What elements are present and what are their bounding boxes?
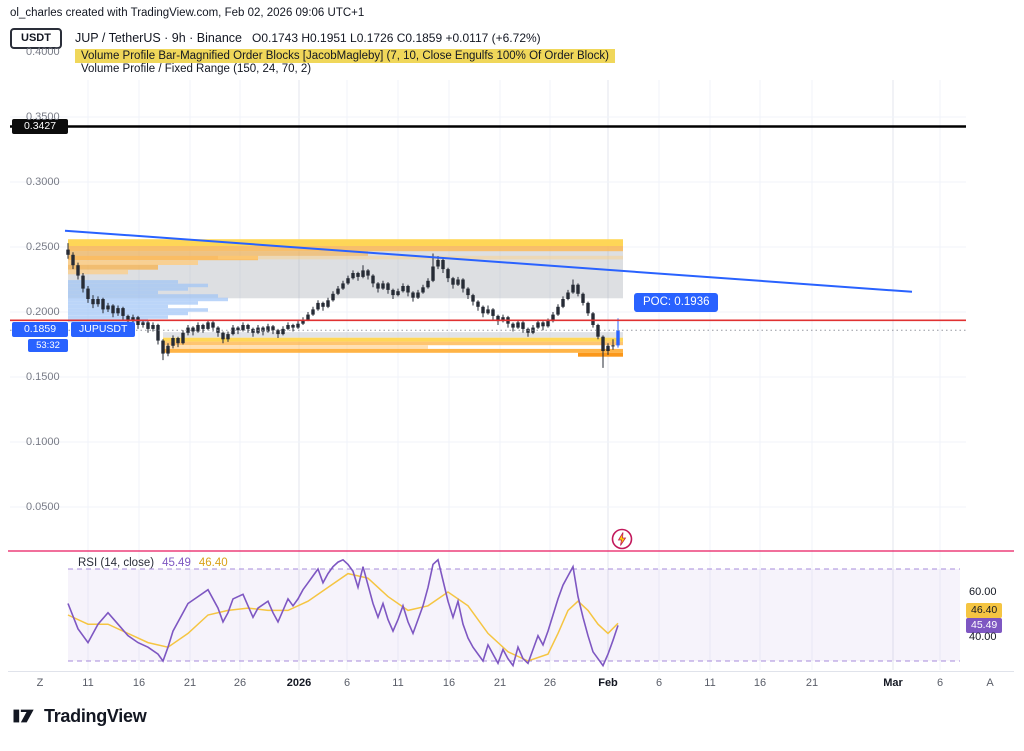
tradingview-logo-text: TradingView <box>44 705 147 726</box>
rsi-ma-value-badge: 46.40 <box>966 603 1003 618</box>
rsi-pane-legend: RSI (14, close) 45.49 46.40 <box>78 557 228 569</box>
price-axis-label: 0.2500 <box>26 241 60 253</box>
time-axis-label: Mar <box>883 677 903 689</box>
rsi-axis-upper-label: 60.00 <box>969 586 997 598</box>
rsi-indicator-title[interactable]: RSI (14, close) <box>78 557 155 569</box>
time-axis-label: 2026 <box>286 677 312 689</box>
indicator-volume-profile-label[interactable]: Volume Profile / Fixed Range (150, 24, 7… <box>81 63 312 75</box>
time-axis-label: 16 <box>132 677 146 689</box>
tradingview-logo-mark <box>13 709 34 723</box>
time-axis-label: 6 <box>343 677 351 689</box>
time-axis-label: 11 <box>392 677 404 689</box>
attribution-text: ol_charles created with TradingView.com,… <box>10 7 365 19</box>
flash-icon[interactable] <box>610 527 634 551</box>
time-axis-label: 26 <box>233 677 247 689</box>
price-axis-label: 0.3000 <box>26 176 60 188</box>
indicator-row-1: Volume Profile Bar-Magnified Order Block… <box>75 46 615 64</box>
time-axis-label: 6 <box>936 677 944 689</box>
price-axis-label: 0.2000 <box>26 306 60 318</box>
time-axis-label: 11 <box>82 677 94 689</box>
time-axis-label: Feb <box>598 677 618 689</box>
time-axis-label: 6 <box>655 677 663 689</box>
rsi-value-badge: 45.49 <box>966 618 1003 633</box>
price-axis-label: 0.4000 <box>26 46 60 58</box>
price-axis-label: 0.1000 <box>26 436 60 448</box>
time-axis-label: 11 <box>704 677 716 689</box>
time-axis-label: Z <box>36 677 44 689</box>
bar-countdown-badge: 53:32 <box>28 339 68 352</box>
current-price-badge: 0.1859 <box>12 322 68 337</box>
time-axis-label: 16 <box>753 677 767 689</box>
tradingview-logo[interactable]: TradingView <box>12 705 147 727</box>
time-axis-label: 21 <box>493 677 507 689</box>
price-axis-label: 0.1500 <box>26 371 60 383</box>
time-axis-label: 16 <box>442 677 456 689</box>
symbol-title[interactable]: JUP / TetherUS · 9h · Binance <box>75 31 242 45</box>
time-axis-label: 26 <box>543 677 557 689</box>
chart-legend: JUP / TetherUS · 9h · Binance O0.1743 H0.… <box>75 31 541 45</box>
lightning-bolt-icon <box>617 532 627 546</box>
time-axis-label: A <box>986 677 994 689</box>
symbol-price-tag: JUPUSDT <box>71 322 136 337</box>
ohlc-readout: O0.1743 H0.1951 L0.1726 C0.1859 +0.0117 … <box>251 31 541 45</box>
rsi-ma-current-value: 46.40 <box>198 557 228 569</box>
rsi-axis-lower-label: 40.00 <box>969 631 997 643</box>
price-axis-label: 0.3500 <box>26 111 60 123</box>
indicator-order-blocks-label[interactable]: Volume Profile Bar-Magnified Order Block… <box>75 49 615 63</box>
time-axis-label: 21 <box>183 677 197 689</box>
resistance-price-badge: 0.3427 <box>12 119 68 134</box>
rsi-current-value: 45.49 <box>162 557 191 569</box>
time-axis-label: 21 <box>805 677 819 689</box>
price-axis-label: 0.0500 <box>26 501 60 513</box>
poc-label[interactable]: POC: 0.1936 <box>634 293 719 312</box>
currency-usdt-button[interactable]: USDT <box>10 28 62 49</box>
